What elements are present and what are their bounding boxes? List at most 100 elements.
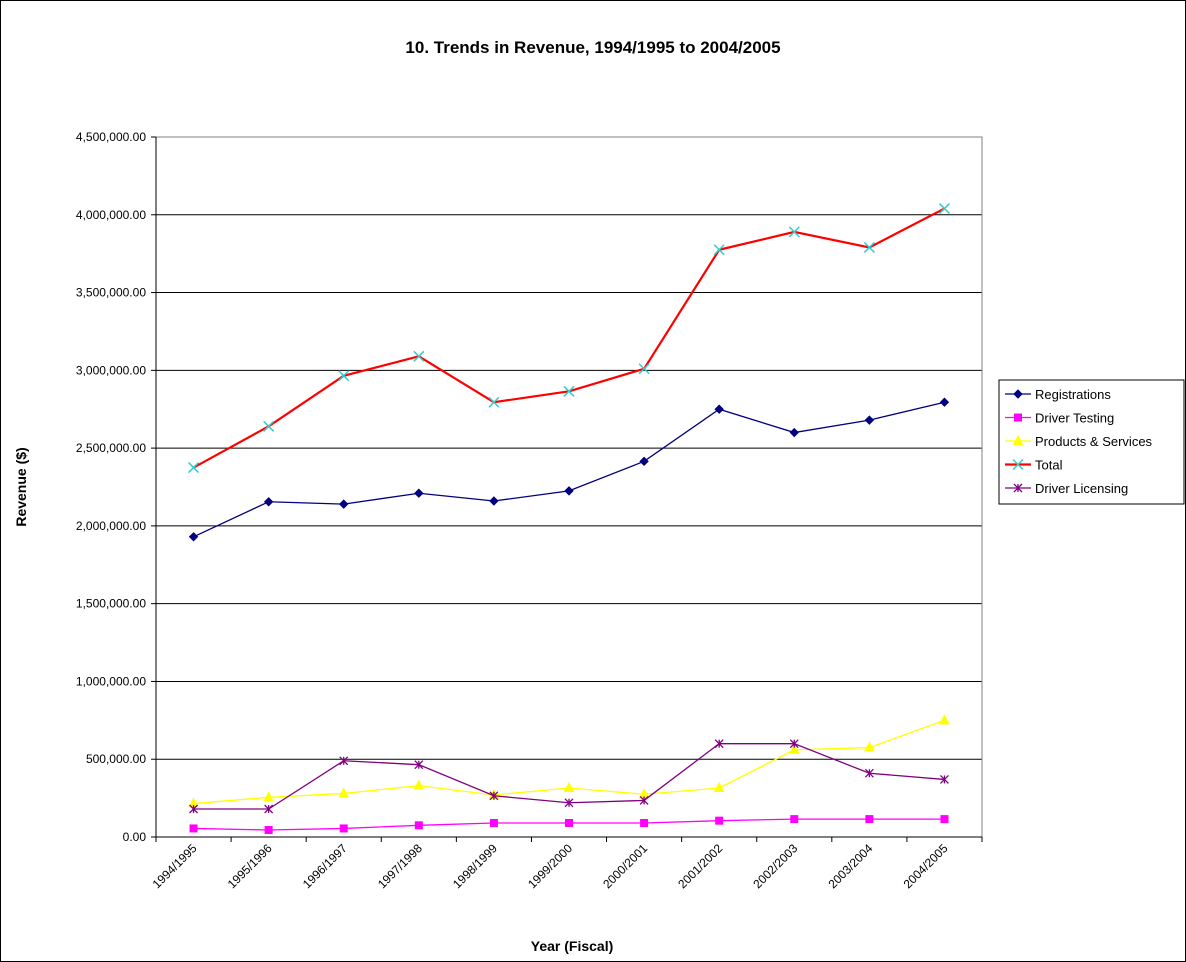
series-registrations: [188, 397, 950, 542]
legend-box: [998, 379, 1185, 505]
data-point: [863, 241, 875, 253]
x-tick-label: 1995/1996: [225, 841, 275, 891]
data-point: [788, 743, 800, 754]
data-point: [339, 824, 348, 833]
series-products-services: [188, 714, 950, 808]
x-tick-label: 2000/2001: [600, 841, 650, 891]
legend-label: Total: [1035, 458, 1063, 473]
legend-marker: [1013, 389, 1023, 399]
data-point: [638, 363, 650, 375]
y-axis: 0.00 500,000.00 1,000,000.00 1,500,000.00 2,…: [76, 130, 157, 844]
y-tick-label: 4,000,000.00: [76, 208, 146, 222]
y-tick-label: 1,000,000.00: [76, 674, 146, 688]
data-point: [488, 396, 500, 408]
legend-item: Registrations: [1005, 387, 1111, 402]
data-point: [339, 499, 349, 509]
data-point: [714, 739, 724, 749]
y-tick-label: 3,500,000.00: [76, 286, 146, 300]
data-point: [414, 488, 424, 498]
legend: Registrations Driver Testing Products & Se…: [998, 379, 1185, 505]
y-tick-label: 500,000.00: [86, 752, 146, 766]
x-axis: 1994/1995 1995/1996 1996/1997 1997/1998 1998…: [150, 836, 983, 891]
y-tick-label: 3,000,000.00: [76, 363, 146, 377]
data-point: [865, 815, 874, 824]
data-point: [938, 203, 950, 215]
data-point: [864, 415, 875, 425]
y-axis-title: Revenue ($): [13, 447, 29, 526]
data-point: [339, 756, 349, 766]
data-point: [414, 760, 424, 770]
data-point: [789, 739, 799, 749]
data-point: [263, 791, 274, 802]
series-driver-licensing: [189, 739, 949, 814]
data-point: [263, 420, 275, 432]
y-tick-label: 2,000,000.00: [76, 519, 146, 533]
legend-marker: [1012, 434, 1024, 445]
y-tick-label: 1,500,000.00: [76, 597, 146, 611]
data-point: [790, 815, 799, 824]
data-point: [864, 741, 875, 752]
data-point: [264, 826, 273, 834]
data-point: [939, 774, 949, 784]
x-tick-label: 2001/2002: [675, 841, 725, 891]
data-point: [489, 819, 498, 827]
data-point: [940, 815, 949, 824]
series-group: [188, 203, 950, 834]
chart-title: 10. Trends in Revenue, 1994/1995 to 2004…: [405, 38, 780, 57]
data-point: [564, 486, 574, 496]
x-tick-label: 2002/2003: [750, 841, 800, 891]
series-line: [193, 207, 945, 469]
data-point: [639, 795, 649, 805]
data-point: [189, 824, 198, 833]
legend-label: Driver Testing: [1035, 411, 1114, 426]
legend-marker: [1014, 413, 1022, 422]
x-tick-label: 2003/2004: [825, 841, 875, 891]
data-point: [788, 226, 800, 238]
x-axis-title: Year (Fiscal): [531, 938, 614, 954]
data-point: [713, 244, 725, 256]
series-line: [193, 401, 945, 538]
data-point: [939, 714, 950, 725]
y-tick-label: 0.00: [123, 830, 147, 844]
x-tick-label: 1998/1999: [450, 841, 500, 891]
data-point: [714, 404, 724, 414]
x-tick-label: 1994/1995: [150, 841, 200, 891]
data-point: [640, 819, 649, 827]
legend-label: Registrations: [1035, 387, 1111, 402]
series-driver-testing: [189, 815, 949, 834]
data-point: [565, 819, 573, 827]
legend-item: Products & Services: [1005, 434, 1153, 449]
legend-marker: [1013, 483, 1023, 493]
legend-label: Driver Licensing: [1035, 481, 1128, 496]
y-tick-label: 4,500,000.00: [76, 130, 146, 144]
legend-label: Products & Services: [1035, 434, 1153, 449]
data-point: [564, 798, 574, 808]
x-tick-label: 1997/1998: [375, 841, 425, 891]
x-tick-label: 1996/1997: [300, 841, 350, 891]
x-tick-label: 1999/2000: [525, 841, 575, 891]
legend-item: Total: [1005, 458, 1063, 473]
data-point: [263, 497, 274, 507]
data-point: [489, 791, 499, 801]
data-point: [413, 350, 425, 362]
gridlines: [156, 136, 982, 760]
data-point: [563, 781, 575, 792]
data-point: [489, 496, 499, 506]
data-point: [639, 456, 649, 467]
x-tick-label: 2004/2005: [901, 841, 951, 891]
data-point: [188, 462, 200, 474]
data-point: [789, 427, 799, 438]
data-point: [864, 768, 874, 778]
data-point: [713, 781, 725, 792]
legend-marker: [1012, 458, 1024, 471]
data-point: [715, 816, 724, 825]
data-point: [413, 779, 425, 790]
data-point: [563, 385, 575, 397]
data-point: [414, 821, 423, 830]
data-point: [939, 397, 950, 407]
data-point: [338, 370, 350, 382]
series-total: [188, 203, 950, 474]
data-point: [338, 787, 350, 798]
legend-item: Driver Testing: [1005, 411, 1114, 426]
